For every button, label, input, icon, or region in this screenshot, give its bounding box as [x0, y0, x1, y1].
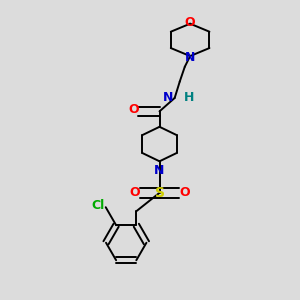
- Text: N: N: [154, 164, 165, 177]
- Text: O: O: [128, 103, 139, 116]
- Text: O: O: [179, 186, 190, 199]
- Text: N: N: [163, 92, 173, 104]
- Text: Cl: Cl: [91, 199, 104, 212]
- Text: O: O: [185, 16, 195, 29]
- Text: S: S: [154, 186, 164, 200]
- Text: N: N: [185, 51, 195, 64]
- Text: O: O: [129, 186, 140, 199]
- Text: H: H: [184, 92, 194, 104]
